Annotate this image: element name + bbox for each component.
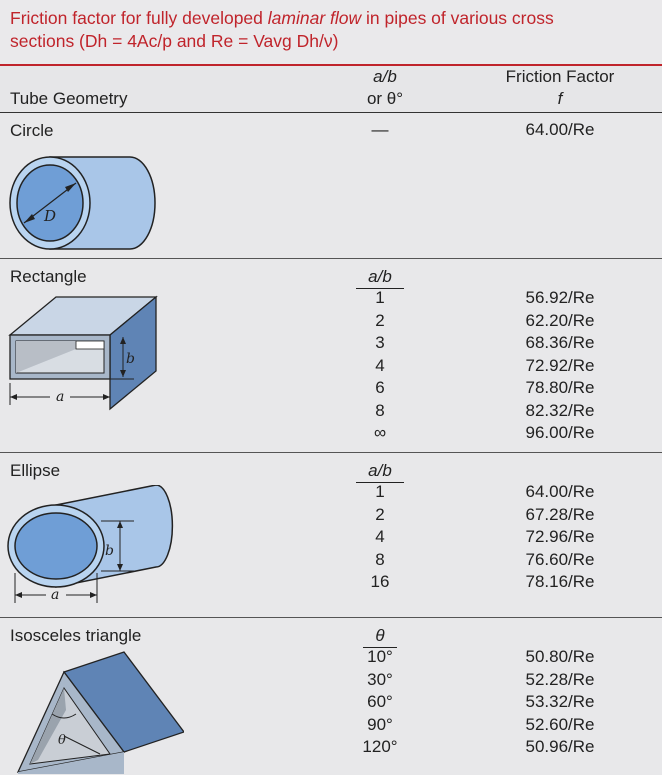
ab-value: 3 — [375, 333, 385, 352]
figure-label-theta: θ — [58, 733, 66, 748]
ab-header-cell: θ — [340, 626, 420, 648]
caption-text-suffix: in pipes of various cross — [361, 8, 554, 28]
ab-header-cell: a/b — [340, 267, 420, 289]
circle-pipe-figure: D — [9, 156, 156, 250]
f-value: 64.00/Re — [525, 120, 595, 139]
header-theta: or θ° — [366, 89, 404, 108]
f-value: 96.00/Re — [525, 423, 595, 442]
ab-header-cell: a/b — [340, 461, 420, 483]
f-value: 82.32/Re — [525, 400, 595, 420]
ab-value: 8 — [375, 549, 385, 569]
f-value: 56.92/Re — [525, 288, 595, 307]
table-caption: Friction factor for fully developed lami… — [0, 0, 662, 64]
triangle-duct-figure: θ — [16, 651, 184, 774]
ab-value: 6 — [375, 378, 385, 397]
ab-value: ∞ — [373, 423, 387, 442]
theta-value: 10° — [367, 647, 393, 666]
f-value: 52.28/Re — [525, 669, 595, 689]
f-value: 76.60/Re — [525, 549, 595, 569]
f-value: 64.00/Re — [525, 482, 595, 501]
theta-value: 30° — [367, 669, 393, 689]
ab-value: 4 — [375, 527, 385, 546]
table-header — [0, 66, 662, 112]
header-divider — [0, 112, 662, 113]
section-isosceles-triangle: Isosceles triangle θ 10° 30° 60° 90° 120… — [0, 618, 662, 775]
section-ellipse: Ellipse a/b 1 2 4 8 16 64.00/Re 67.28/Re… — [0, 453, 662, 617]
f-value: 50.80/Re — [525, 647, 595, 666]
caption-divider — [0, 64, 662, 66]
caption-italic-text: laminar flow — [267, 8, 362, 28]
f-value: 67.28/Re — [525, 504, 595, 524]
theta-value: 120° — [362, 737, 398, 756]
header-friction-factor: Friction Factor — [505, 67, 615, 86]
f-value: 78.16/Re — [525, 572, 595, 591]
figure-label-b: b — [126, 351, 135, 367]
f-value: 53.32/Re — [525, 692, 595, 711]
figure-label-a: a — [51, 587, 59, 603]
caption-line-2: sections (Dh = 4Ac/p and Re = Vavg Dh/ν) — [10, 31, 339, 51]
ab-value: 8 — [375, 400, 385, 420]
ab-value: 1 — [375, 482, 385, 501]
header-f: f — [557, 89, 563, 108]
section-divider — [0, 258, 662, 259]
header-ab: a/b — [373, 67, 397, 86]
f-value: 72.96/Re — [525, 527, 595, 546]
figure-label-a: a — [56, 389, 64, 405]
theta-value: 90° — [367, 714, 393, 734]
geometry-name: Ellipse — [10, 461, 61, 480]
ab-value: 4 — [375, 355, 385, 375]
section-rectangle: Rectangle a/b 1 2 3 4 6 8 ∞ 56.92/Re 62.… — [0, 259, 662, 452]
rectangle-duct-figure: b a — [8, 295, 158, 411]
f-value: 50.96/Re — [525, 737, 595, 756]
ab-value: — — [371, 120, 389, 139]
geometry-name: Rectangle — [10, 267, 87, 286]
theta-value: 60° — [367, 692, 393, 711]
ab-value: 16 — [370, 572, 390, 591]
caption-text: Friction factor for fully developed — [10, 8, 268, 28]
ab-value: 2 — [375, 504, 385, 524]
f-value: 78.80/Re — [525, 378, 595, 397]
geometry-name: Isosceles triangle — [10, 626, 142, 645]
ab-value: 2 — [375, 310, 385, 330]
caption-line-1: Friction factor for fully developed lami… — [10, 7, 652, 30]
f-value: 68.36/Re — [525, 333, 595, 352]
header-tube-geometry: Tube Geometry — [10, 89, 128, 108]
f-value: 62.20/Re — [525, 310, 595, 330]
ellipse-pipe-figure: b a — [7, 485, 174, 603]
section-circle: Circle — 64.00/Re D — [0, 113, 662, 258]
f-value: 52.60/Re — [525, 714, 595, 734]
ab-value: 1 — [375, 288, 385, 307]
theta-column-header: θ — [363, 626, 397, 648]
figure-label-d: D — [43, 207, 56, 225]
f-value: 72.92/Re — [525, 355, 595, 375]
ab-column-header: a/b — [356, 461, 404, 483]
figure-label-b: b — [105, 543, 114, 559]
ab-column-header: a/b — [356, 267, 404, 289]
section-divider — [0, 617, 662, 618]
section-divider — [0, 452, 662, 453]
geometry-name: Circle — [10, 121, 54, 140]
